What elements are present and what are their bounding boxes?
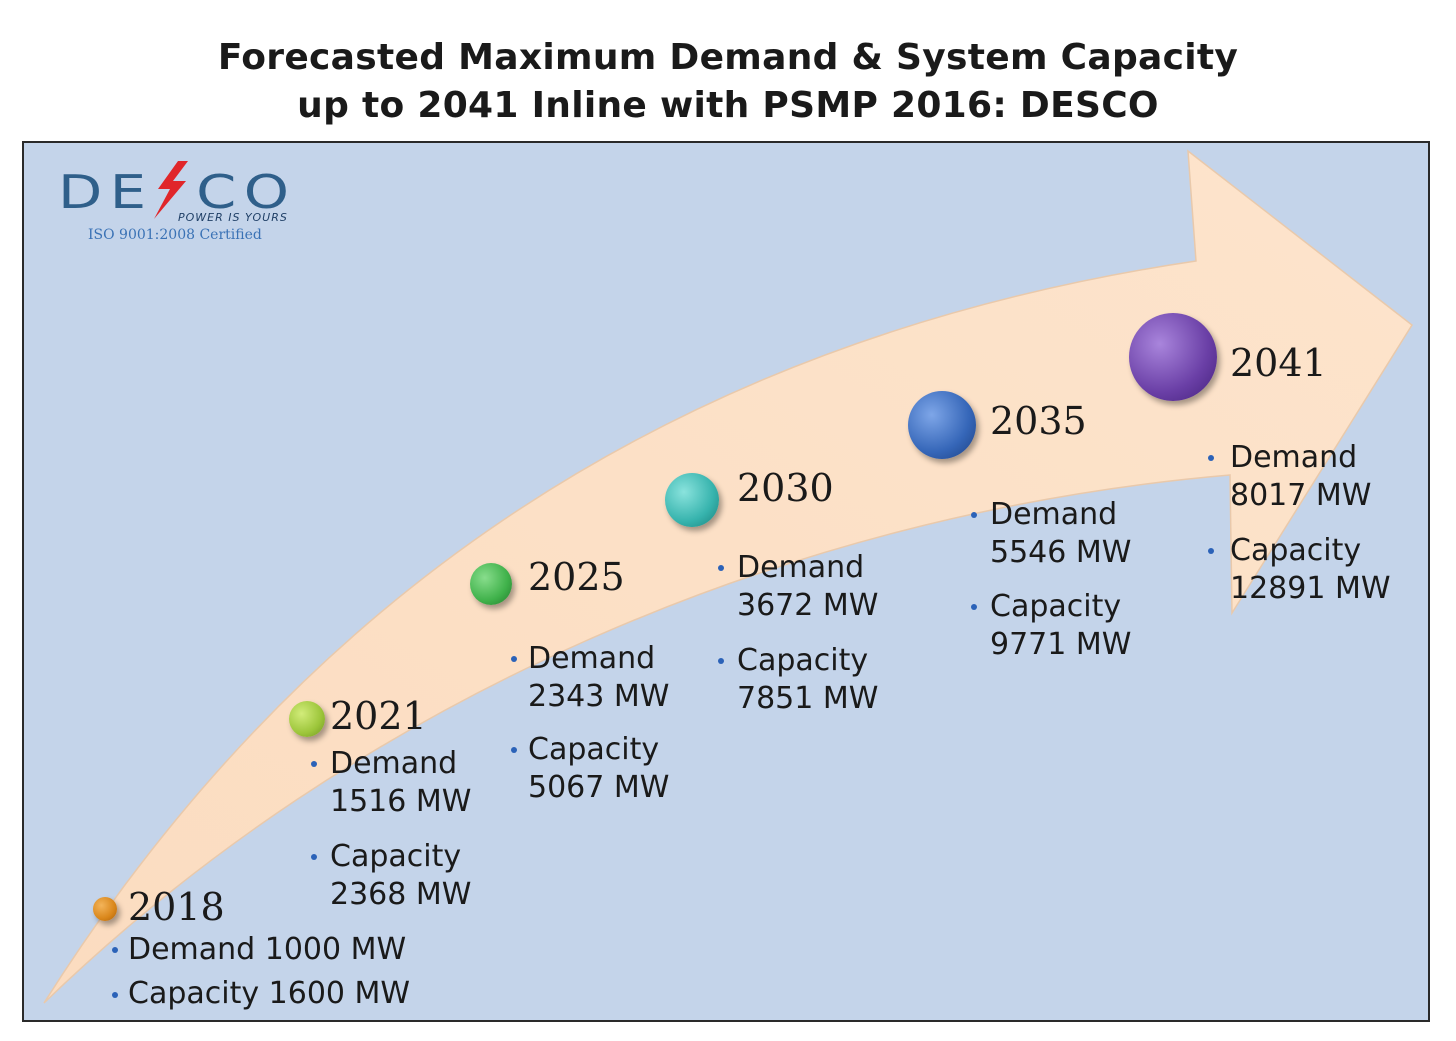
capacity-value-2025: 5067 MW — [528, 770, 670, 805]
bullet-icon — [1208, 455, 1214, 461]
milestone-dot-2025 — [470, 563, 512, 605]
demand-label-2041: Demand — [1230, 440, 1358, 475]
lightning-bolt-icon — [154, 161, 188, 219]
capacity-label-2030: Capacity — [737, 643, 869, 678]
demand-value-2030: 3672 MW — [737, 588, 879, 623]
bullet-icon — [971, 512, 977, 518]
arrow-body — [43, 149, 1413, 1004]
milestone-dot-2030 — [665, 473, 719, 527]
demand-label-2030: Demand — [737, 550, 865, 585]
bullet-icon — [112, 992, 118, 998]
logo-certification: ISO 9001:2008 Certified — [88, 227, 262, 243]
title-line-2: up to 2041 Inline with PSMP 2016: DESCO — [297, 85, 1159, 126]
capacity-value-2035: 9771 MW — [990, 627, 1132, 662]
bullet-icon — [511, 656, 517, 662]
milestone-year-2035: 2035 — [990, 399, 1087, 443]
bullet-icon — [112, 947, 118, 953]
bullet-icon — [311, 761, 317, 767]
demand-label-2025: Demand — [528, 641, 656, 676]
milestone-dot-2035 — [908, 391, 976, 459]
capacity-value-2041: 12891 MW — [1230, 571, 1391, 606]
bullet-icon — [718, 658, 724, 664]
diagram-panel: DE CO POWER IS YOURS ISO 9001:2008 Certif… — [22, 141, 1430, 1022]
demand-value-2025: 2343 MW — [528, 679, 670, 714]
milestone-year-2021: 2021 — [330, 694, 427, 738]
title-line-1: Forecasted Maximum Demand & System Capac… — [217, 37, 1239, 78]
capacity-value-2030: 7851 MW — [737, 681, 879, 716]
bullet-icon — [1208, 548, 1214, 554]
milestone-year-2025: 2025 — [528, 555, 625, 599]
capacity-2018: Capacity 1600 MW — [128, 976, 411, 1011]
logo-wordmark: DE CO — [58, 165, 297, 219]
growth-arrow — [43, 149, 1413, 1004]
demand-value-2041: 8017 MW — [1230, 478, 1372, 513]
demand-label-2035: Demand — [990, 497, 1118, 532]
demand-value-2035: 5546 MW — [990, 535, 1132, 570]
milestone-year-2041: 2041 — [1230, 341, 1327, 385]
bullet-icon — [718, 565, 724, 571]
logo-tagline: POWER IS YOURS — [178, 211, 288, 224]
milestone-year-2030: 2030 — [737, 466, 834, 510]
demand-2018: Demand 1000 MW — [128, 932, 407, 967]
demand-value-2021: 1516 MW — [330, 784, 472, 819]
capacity-label-2041: Capacity — [1230, 533, 1362, 568]
capacity-label-2035: Capacity — [990, 589, 1122, 624]
milestone-dot-2021 — [289, 701, 325, 737]
milestone-dot-2041 — [1129, 313, 1217, 401]
milestone-year-2018: 2018 — [128, 885, 225, 929]
bullet-icon — [311, 854, 317, 860]
milestone-dot-2018 — [93, 897, 117, 921]
capacity-value-2021: 2368 MW — [330, 877, 472, 912]
bullet-icon — [971, 604, 977, 610]
bullet-icon — [511, 747, 517, 753]
demand-label-2021: Demand — [330, 746, 458, 781]
capacity-label-2025: Capacity — [528, 732, 660, 767]
capacity-label-2021: Capacity — [330, 839, 462, 874]
